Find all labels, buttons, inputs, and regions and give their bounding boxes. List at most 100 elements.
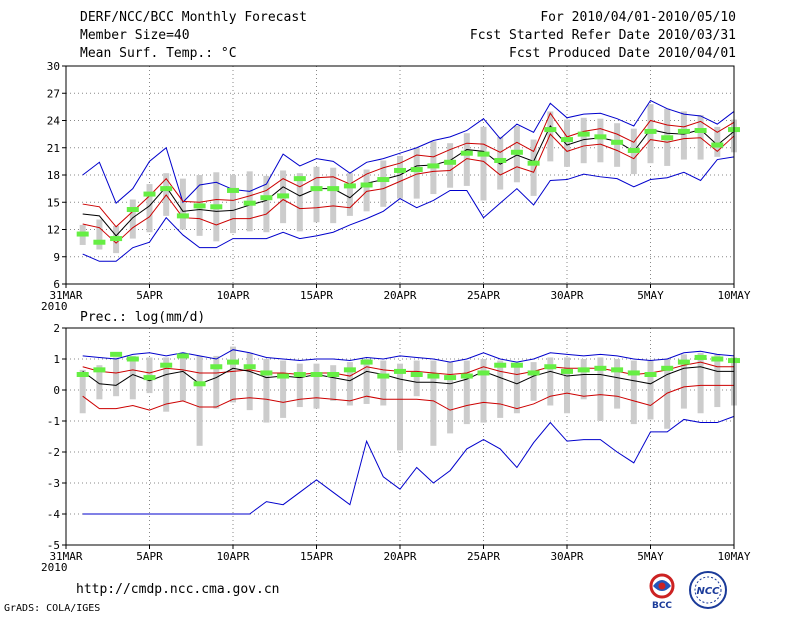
spread-bar bbox=[296, 363, 303, 408]
spread-bar bbox=[346, 362, 353, 406]
tick-label-x: 10MAY bbox=[717, 289, 750, 302]
forecast-produced-label: Fcst Produced Date 2010/04/01 bbox=[509, 46, 736, 61]
median-marker bbox=[460, 150, 473, 156]
median-marker bbox=[577, 367, 590, 373]
tick-label-y: 12 bbox=[47, 224, 60, 237]
median-marker bbox=[327, 186, 340, 192]
spread-bar bbox=[230, 175, 236, 234]
spread-bar bbox=[113, 357, 120, 397]
spread-bar bbox=[280, 360, 287, 418]
spread-bar bbox=[564, 357, 570, 414]
median-marker bbox=[494, 362, 507, 368]
spread-bar bbox=[330, 167, 337, 224]
median-marker bbox=[126, 207, 139, 213]
spread-bar bbox=[597, 118, 604, 163]
tick-label-y: 30 bbox=[47, 60, 60, 73]
tick-label-y: 9 bbox=[53, 251, 60, 264]
spread-bar bbox=[296, 173, 303, 232]
member-size-label: Member Size=40 bbox=[80, 28, 190, 43]
ncc-logo-text: NCC bbox=[696, 586, 720, 597]
forecast-started-label: Fcst Started Refer Date 2010/03/31 bbox=[469, 28, 736, 43]
tick-label-x: 20APR bbox=[383, 289, 416, 302]
spread-bar bbox=[480, 359, 487, 423]
spread-bar bbox=[697, 352, 704, 414]
median-marker bbox=[210, 204, 223, 210]
tick-label-y: -3 bbox=[47, 477, 60, 490]
spread-bar bbox=[463, 360, 470, 425]
variable-label: Mean Surf. Temp.: °C bbox=[80, 46, 237, 61]
tick-label-x: 5APR bbox=[136, 550, 163, 563]
spread-bar bbox=[146, 184, 153, 233]
spread-bar bbox=[614, 359, 621, 409]
spread-bar bbox=[480, 126, 487, 201]
median-marker bbox=[477, 370, 490, 376]
tick-label-x: 5MAY bbox=[637, 550, 664, 563]
median-marker bbox=[427, 163, 440, 169]
median-marker bbox=[227, 359, 239, 365]
median-marker bbox=[460, 373, 473, 379]
spread-bar bbox=[413, 147, 420, 199]
tick-label-x: 30APR bbox=[550, 550, 583, 563]
spread-bar bbox=[96, 365, 103, 400]
tick-label-year: 2010 bbox=[41, 300, 68, 313]
median-marker bbox=[176, 213, 189, 219]
tick-label-y: 21 bbox=[47, 142, 60, 155]
spread-bar bbox=[196, 355, 203, 446]
median-marker bbox=[561, 368, 573, 374]
spread-bar bbox=[129, 355, 136, 400]
median-marker bbox=[360, 359, 373, 365]
series-line-min bbox=[82, 156, 735, 262]
spread-bar bbox=[246, 352, 253, 411]
spread-bar bbox=[597, 357, 604, 421]
series-line-min bbox=[82, 415, 735, 515]
median-marker bbox=[293, 372, 306, 377]
median-marker bbox=[327, 372, 340, 377]
median-marker bbox=[310, 372, 323, 377]
spread-bar bbox=[630, 360, 637, 425]
median-marker bbox=[110, 236, 123, 242]
median-marker bbox=[644, 128, 657, 134]
bcc-logo: BCC bbox=[642, 570, 682, 611]
median-marker bbox=[510, 362, 523, 368]
spread-bar bbox=[614, 123, 621, 167]
footer-url[interactable]: http://cmdp.ncc.cma.gov.cn bbox=[76, 582, 280, 597]
median-marker bbox=[143, 375, 156, 381]
tick-label-x: 15APR bbox=[300, 289, 333, 302]
median-marker bbox=[627, 370, 640, 376]
tick-label-y: 2 bbox=[53, 322, 60, 335]
median-marker bbox=[293, 176, 306, 182]
spread-bar bbox=[647, 360, 654, 420]
median-marker bbox=[377, 177, 390, 183]
spread-bar bbox=[513, 363, 520, 414]
tick-label-y: -5 bbox=[47, 539, 60, 552]
spread-bar bbox=[263, 175, 270, 233]
spread-bar bbox=[96, 219, 103, 250]
median-marker bbox=[93, 239, 106, 245]
tick-label-y: 18 bbox=[47, 169, 60, 182]
median-marker bbox=[694, 127, 707, 133]
median-marker bbox=[110, 351, 123, 357]
median-marker bbox=[143, 191, 156, 197]
median-marker bbox=[343, 183, 356, 189]
spread-bar bbox=[313, 363, 320, 409]
median-marker bbox=[410, 372, 423, 377]
spread-bar bbox=[664, 359, 671, 429]
spread-bar bbox=[530, 362, 537, 401]
spread-bar bbox=[363, 169, 370, 212]
median-marker bbox=[510, 149, 523, 155]
median-marker bbox=[160, 362, 173, 368]
median-marker bbox=[611, 139, 624, 145]
median-marker bbox=[494, 157, 507, 163]
tick-label-y: 24 bbox=[47, 115, 61, 128]
median-marker bbox=[527, 160, 540, 166]
spread-bar bbox=[580, 117, 587, 164]
median-marker bbox=[160, 186, 173, 192]
median-marker bbox=[243, 364, 256, 370]
median-marker bbox=[343, 367, 356, 373]
spread-bar bbox=[430, 360, 437, 446]
tick-label-x: 15APR bbox=[300, 550, 333, 563]
median-marker bbox=[410, 167, 423, 173]
spread-bar bbox=[680, 111, 687, 160]
